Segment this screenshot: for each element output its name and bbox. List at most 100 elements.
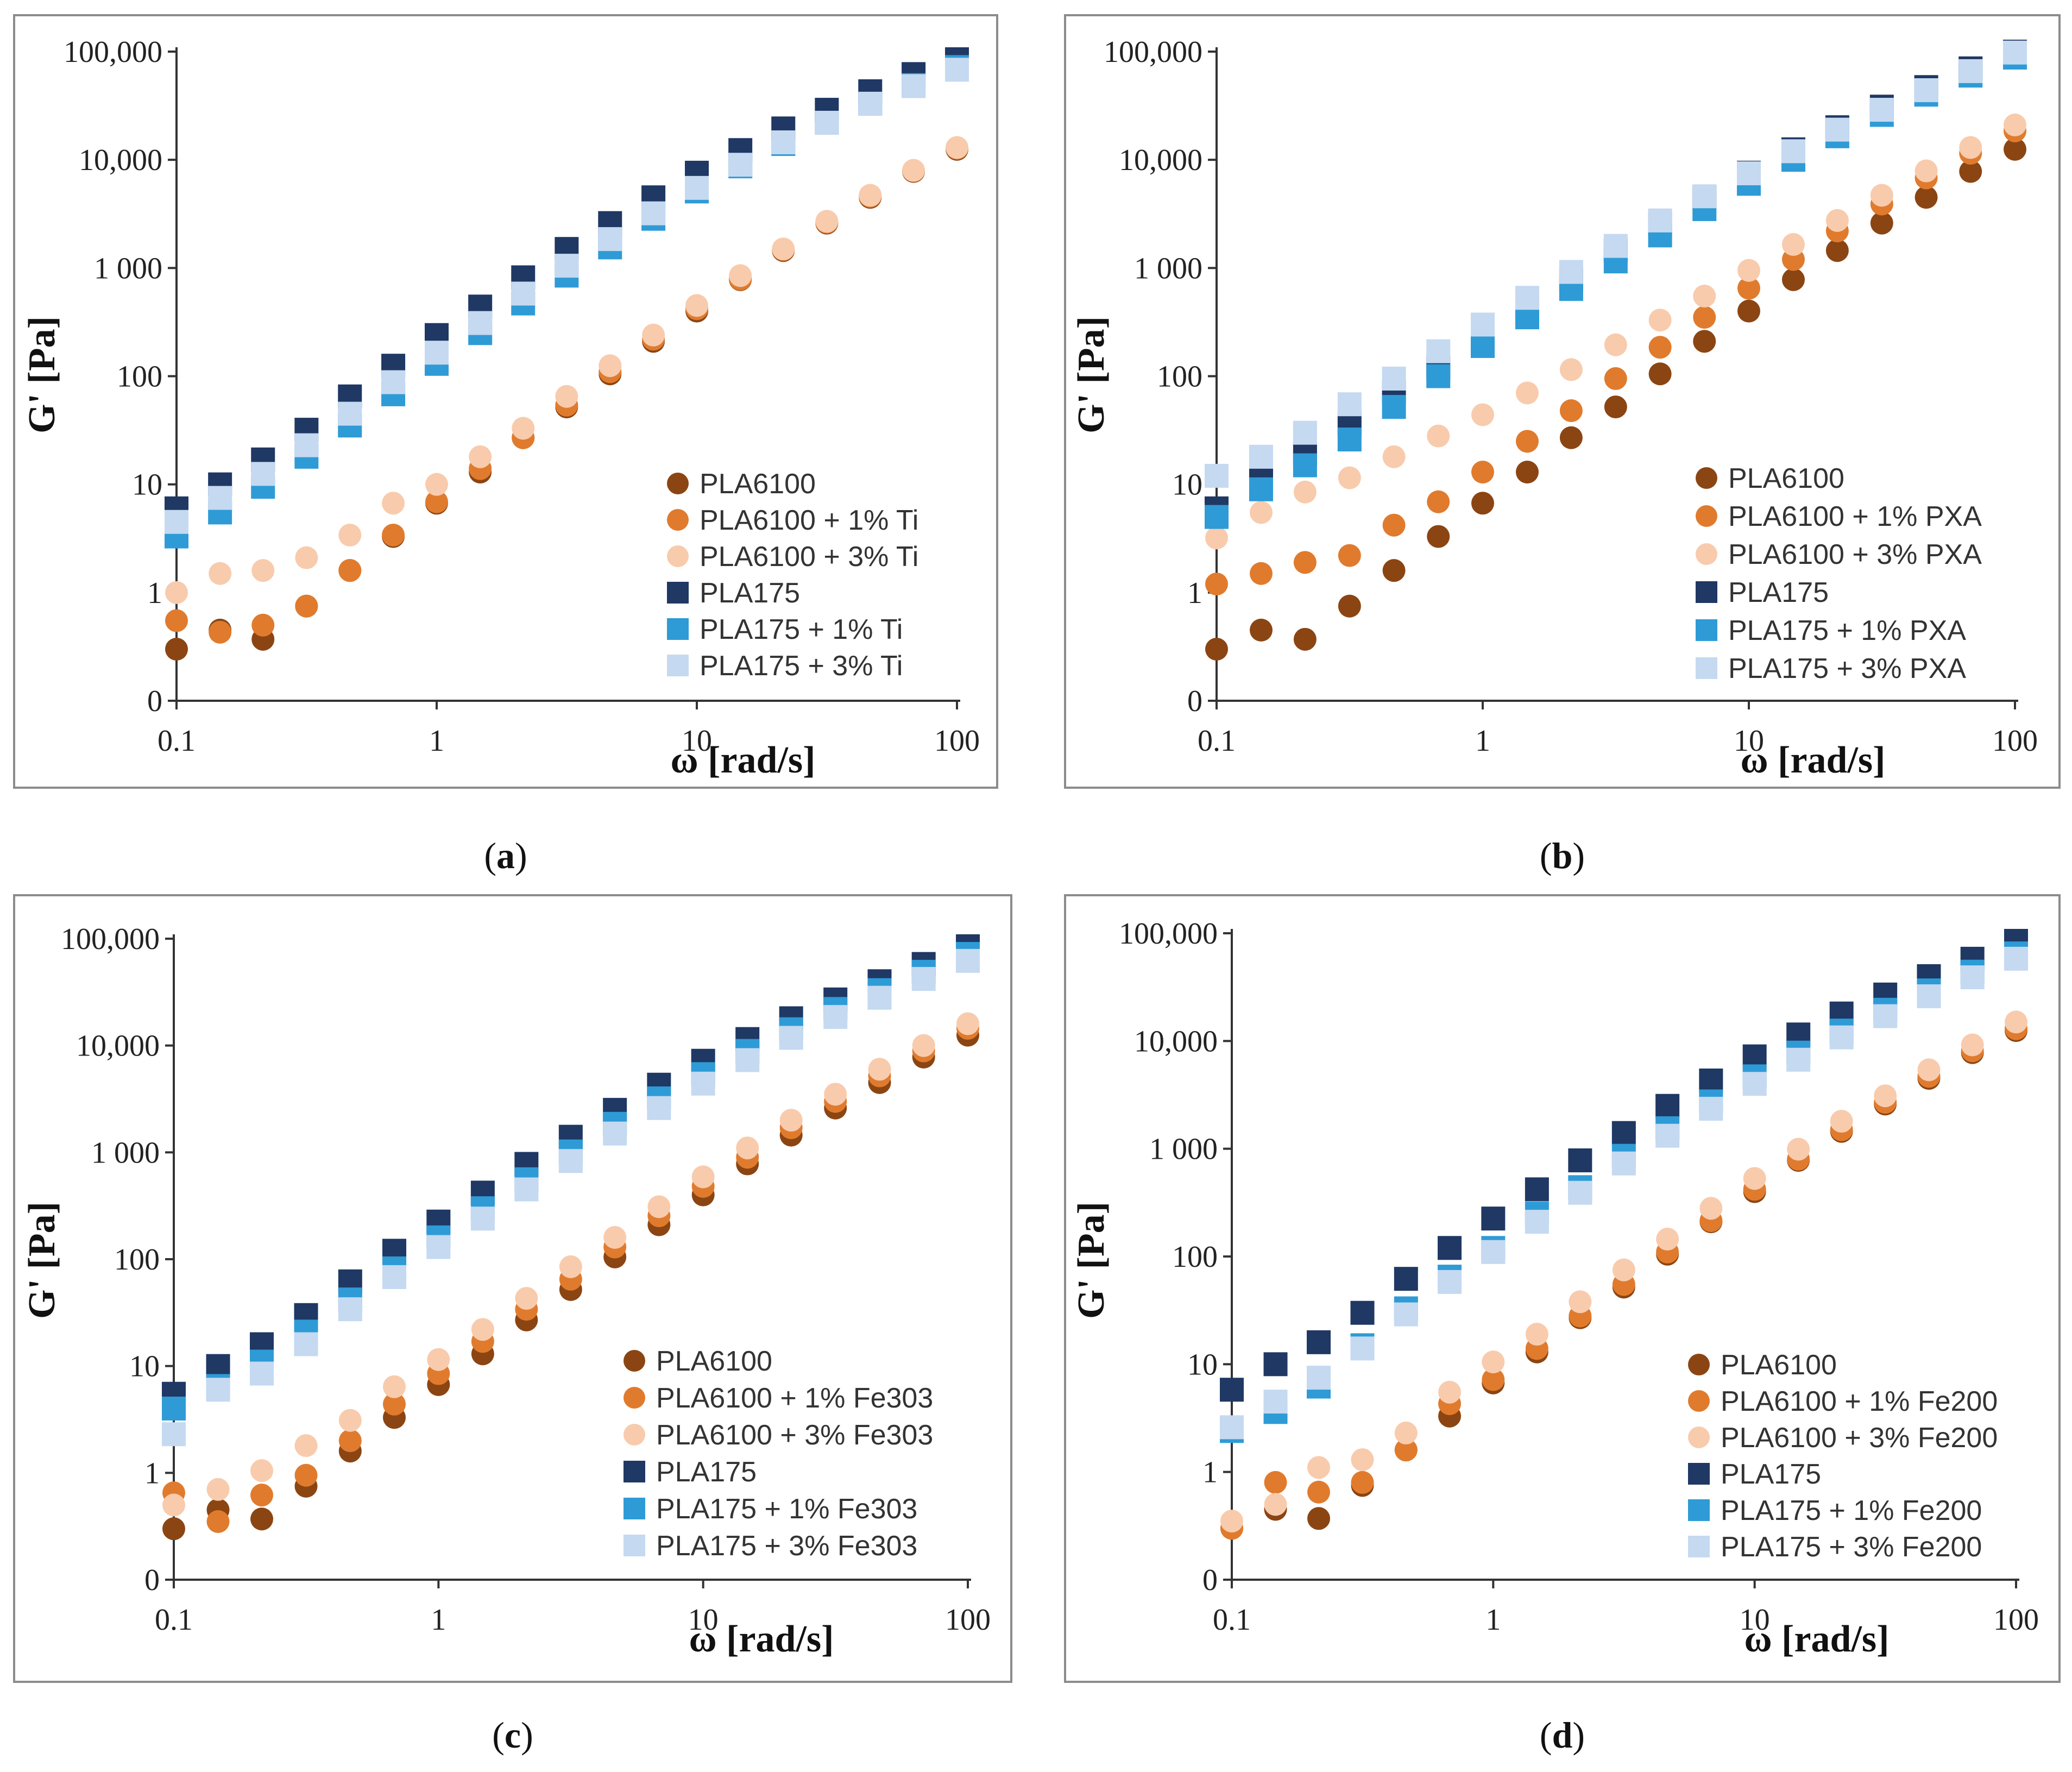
data-point bbox=[1482, 1368, 1505, 1391]
data-point bbox=[1515, 381, 1539, 405]
data-point bbox=[1338, 544, 1361, 567]
legend-marker bbox=[667, 509, 689, 531]
y-tick-label: 10 bbox=[129, 1350, 160, 1384]
data-point bbox=[641, 201, 666, 225]
data-point bbox=[1205, 463, 1229, 488]
x-tick-label: 1 bbox=[1475, 724, 1490, 758]
x-tick-label: 100 bbox=[1992, 724, 2038, 758]
panel-frame bbox=[1064, 894, 2061, 1683]
data-point bbox=[1438, 1270, 1462, 1294]
data-point bbox=[251, 559, 275, 582]
data-point bbox=[1205, 505, 1229, 529]
panel-frame bbox=[13, 894, 1012, 1683]
data-point bbox=[823, 1005, 848, 1029]
data-point bbox=[1220, 1378, 1244, 1402]
y-tick-label: 1 bbox=[144, 1456, 160, 1490]
x-tick-label: 100 bbox=[945, 1603, 991, 1637]
data-point bbox=[1307, 1330, 1331, 1354]
y-axis-title: G' [Pa] bbox=[21, 316, 63, 433]
legend-marker bbox=[1696, 657, 1717, 679]
legend-label: PLA6100 + 1% PXA bbox=[1728, 501, 1982, 532]
legend-label: PLA6100 bbox=[1728, 463, 1844, 494]
y-tick-label: 10 bbox=[132, 468, 162, 502]
data-point bbox=[858, 91, 883, 116]
data-point bbox=[1737, 161, 1761, 186]
series-3 bbox=[165, 136, 968, 604]
data-point bbox=[1350, 1336, 1375, 1361]
data-point bbox=[1870, 184, 1893, 207]
series-6 bbox=[162, 948, 980, 1447]
data-point bbox=[1382, 395, 1406, 419]
series-3 bbox=[162, 1012, 979, 1517]
data-point bbox=[512, 417, 535, 440]
data-point bbox=[1515, 430, 1539, 453]
data-point bbox=[1293, 480, 1317, 504]
data-point bbox=[1873, 1004, 1898, 1028]
data-point bbox=[1338, 466, 1361, 489]
legend-marker bbox=[1688, 1463, 1710, 1485]
data-point bbox=[1569, 1290, 1592, 1314]
data-point bbox=[209, 620, 232, 644]
data-point bbox=[165, 581, 188, 604]
legend-label: PLA6100 bbox=[1721, 1349, 1837, 1381]
data-point bbox=[1263, 1352, 1288, 1377]
y-tick-label: 1 bbox=[147, 576, 162, 610]
data-point bbox=[294, 1434, 318, 1457]
data-point bbox=[945, 58, 969, 82]
data-point bbox=[425, 490, 448, 513]
panel-c: 0 1 10 100 1 000 10,000 100,000 0.1 1 10 100 ω [rad… bbox=[13, 894, 1012, 1756]
y-tick-label: 0 bbox=[1202, 1563, 1218, 1597]
legend-label: PLA6100 + 1% Fe200 bbox=[1721, 1386, 1998, 1417]
legend-label: PLA175 bbox=[656, 1456, 757, 1488]
data-point bbox=[956, 948, 980, 973]
x-tick-label: 10 bbox=[688, 1603, 719, 1637]
data-point bbox=[729, 264, 752, 287]
data-point bbox=[250, 1459, 274, 1482]
data-point bbox=[206, 1354, 230, 1378]
data-point bbox=[338, 523, 362, 546]
data-point bbox=[1737, 277, 1760, 300]
data-point bbox=[1382, 559, 1406, 582]
data-point bbox=[2004, 946, 2028, 971]
x-tick-label: 0.1 bbox=[158, 724, 196, 758]
data-point bbox=[1787, 1138, 1810, 1161]
legend-marker bbox=[1688, 1499, 1710, 1521]
legend-marker bbox=[1696, 581, 1717, 603]
data-point bbox=[1611, 1151, 1636, 1176]
data-point bbox=[1293, 420, 1317, 445]
data-point bbox=[902, 74, 926, 98]
legend: PLA6100 PLA6100 + 1% Ti PLA6100 + 3% Ti PLA… bbox=[667, 468, 918, 682]
y-axis-title: G' [Pa] bbox=[1070, 1202, 1112, 1319]
y-tick-label: 1 bbox=[1187, 576, 1202, 610]
data-point bbox=[559, 1255, 582, 1278]
data-point bbox=[1293, 627, 1317, 651]
data-point bbox=[603, 1226, 627, 1249]
series-6 bbox=[1220, 946, 2028, 1440]
series-5 bbox=[165, 55, 969, 549]
data-point bbox=[468, 311, 493, 335]
data-point bbox=[1471, 312, 1495, 337]
data-point bbox=[338, 401, 362, 426]
legend-label: PLA175 bbox=[1721, 1459, 1821, 1490]
data-point bbox=[1655, 1094, 1680, 1118]
y-tick-label: 1 000 bbox=[1149, 1133, 1218, 1166]
y-tick-label: 100,000 bbox=[1104, 35, 1202, 69]
legend-label: PLA6100 + 3% PXA bbox=[1728, 539, 1982, 570]
data-point bbox=[1382, 366, 1406, 391]
data-point bbox=[1917, 984, 1941, 1009]
y-tick-label: 1 bbox=[1202, 1456, 1218, 1490]
data-point bbox=[691, 1165, 715, 1189]
data-point bbox=[824, 1083, 847, 1106]
data-point bbox=[1205, 526, 1228, 550]
data-point bbox=[598, 227, 622, 252]
data-point bbox=[1220, 1510, 1243, 1533]
data-point bbox=[1870, 211, 1893, 235]
data-point bbox=[735, 1048, 760, 1072]
data-point bbox=[1568, 1148, 1592, 1173]
legend-marker bbox=[667, 545, 689, 567]
x-tick-label: 10 bbox=[1740, 1603, 1770, 1637]
data-point bbox=[1914, 159, 1938, 183]
data-point bbox=[383, 1392, 406, 1416]
panel-caption: (d) bbox=[1540, 1714, 1585, 1756]
